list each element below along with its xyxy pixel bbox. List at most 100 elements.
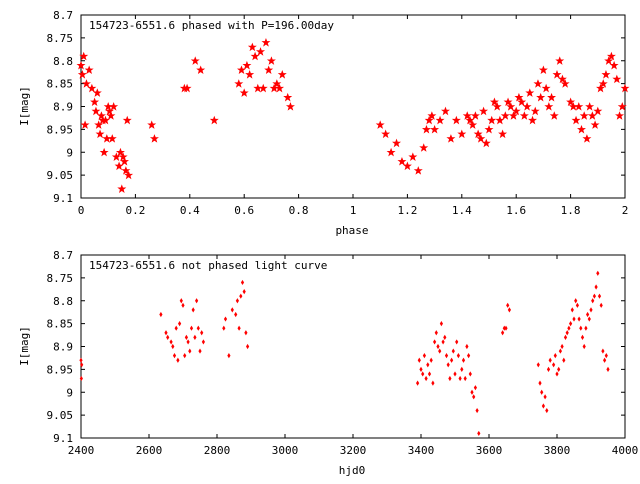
data-point: [582, 343, 586, 350]
data-point: [237, 65, 246, 74]
data-point: [477, 430, 481, 437]
data-point: [487, 116, 496, 125]
data-point: [159, 311, 163, 318]
data-point: [601, 70, 611, 79]
data-point: [531, 106, 540, 115]
data-point: [502, 325, 506, 331]
data-point: [540, 389, 544, 395]
data-point: [577, 125, 586, 134]
data-point: [250, 52, 260, 61]
data-point: [240, 88, 249, 97]
data-point: [507, 307, 511, 313]
data-point: [467, 353, 471, 359]
data-point: [422, 353, 426, 359]
data-point: [594, 284, 598, 290]
data-point: [104, 102, 113, 111]
data-point: [555, 371, 559, 377]
data-point: [264, 65, 273, 74]
data-point: [421, 371, 425, 377]
data-point: [533, 79, 543, 88]
y-tick-label: 8.8: [53, 55, 73, 68]
data-point: [424, 375, 428, 382]
data-point: [278, 70, 287, 79]
x-tick-label: 1.2: [397, 204, 417, 217]
data-point: [171, 343, 175, 350]
y-tick-label: 8.95: [47, 123, 74, 136]
data-point: [242, 61, 252, 70]
data-point: [93, 88, 102, 97]
data-point: [237, 325, 241, 331]
y-tick-label: 8.9: [53, 101, 73, 114]
data-point: [575, 302, 579, 308]
y-tick-label: 8.7: [53, 9, 73, 22]
data-point: [426, 362, 430, 368]
data-point: [548, 357, 552, 363]
y-tick-label: 9.05: [47, 169, 74, 182]
x-tick-label: 3200: [340, 444, 367, 457]
data-point: [463, 375, 467, 382]
data-point: [550, 111, 559, 120]
data-point: [183, 353, 187, 359]
data-point: [196, 65, 205, 74]
data-point: [174, 325, 178, 331]
x-tick-label: 1.8: [561, 204, 581, 217]
y-tick-label: 8.85: [47, 318, 74, 331]
data-point: [574, 102, 583, 111]
data-point: [457, 129, 466, 138]
data-point: [565, 330, 569, 336]
data-point: [542, 84, 551, 93]
data-point: [612, 74, 621, 83]
x-tick-label: 3000: [272, 444, 299, 457]
data-point: [593, 106, 602, 115]
data-point: [85, 65, 94, 74]
y-tick-label: 9.05: [47, 409, 74, 422]
data-point: [189, 325, 194, 331]
data-point: [522, 102, 532, 111]
data-point: [560, 343, 564, 350]
data-point: [446, 134, 456, 143]
data-point: [150, 134, 159, 143]
x-tick-label: 0.2: [125, 204, 145, 217]
x-tick-labels: 0 0.2 0.4 0.6 0.8 1 1.2 1.4 1.6 1.8 2: [78, 204, 629, 217]
data-point: [434, 330, 438, 336]
data-point: [235, 298, 239, 304]
x-tick-label: 3600: [476, 444, 503, 457]
data-point: [286, 102, 295, 111]
data-point: [448, 375, 452, 382]
data-point: [441, 106, 450, 115]
data-point: [259, 84, 268, 93]
y-axis-label: I[mag]: [18, 326, 31, 366]
data-point: [536, 93, 545, 102]
data-point: [376, 120, 385, 129]
data-point: [90, 97, 99, 106]
data-point: [416, 380, 420, 386]
data-point: [584, 325, 588, 331]
data-point: [557, 366, 561, 372]
x-tick-label: 1.6: [506, 204, 526, 217]
data-point: [79, 375, 83, 382]
data-point: [435, 116, 445, 125]
data-point: [253, 84, 262, 93]
data-point: [574, 298, 578, 304]
data-point: [451, 348, 455, 354]
data-point: [582, 134, 592, 143]
x-tick-label: 1: [350, 204, 357, 217]
y-tick-label: 8.75: [47, 272, 74, 285]
x-tick-label: 2400: [68, 444, 95, 457]
x-tick-labels: 2400 2600 2800 3000 3200 3400 3600 3800 4000: [68, 444, 639, 457]
y-tick-label: 9.1: [53, 192, 73, 205]
data-point: [546, 366, 551, 372]
data-point: [458, 375, 462, 382]
data-point: [588, 111, 597, 120]
data-point: [539, 65, 548, 74]
data-point: [580, 111, 589, 120]
data-point: [414, 166, 423, 175]
data-point: [230, 307, 234, 313]
data-point: [427, 371, 432, 377]
data-point: [403, 161, 412, 170]
data-point: [172, 353, 177, 359]
data-point: [504, 325, 508, 331]
y-tick-labels: 8.7 8.75 8.8 8.85 8.9 8.95 9 9.05 9.1: [47, 9, 74, 205]
y-tick-label: 9: [66, 146, 73, 159]
